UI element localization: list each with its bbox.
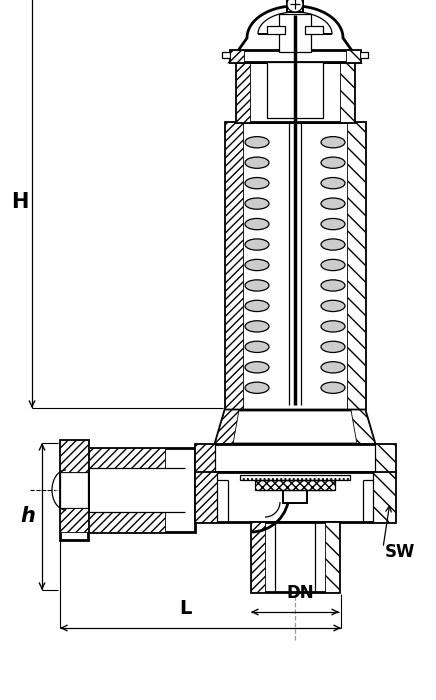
Bar bbox=[267, 26, 285, 34]
Ellipse shape bbox=[321, 321, 345, 332]
Ellipse shape bbox=[321, 280, 345, 291]
Ellipse shape bbox=[321, 341, 345, 353]
Bar bbox=[305, 26, 323, 34]
Bar bbox=[60, 440, 88, 472]
Polygon shape bbox=[258, 12, 332, 34]
Ellipse shape bbox=[245, 321, 269, 332]
Text: DN: DN bbox=[286, 584, 314, 602]
Ellipse shape bbox=[321, 218, 345, 230]
Ellipse shape bbox=[321, 362, 345, 373]
Ellipse shape bbox=[245, 382, 269, 393]
Text: h: h bbox=[20, 507, 35, 526]
Bar bbox=[287, 0, 303, 12]
Bar bbox=[325, 522, 339, 592]
Bar bbox=[225, 122, 365, 410]
Ellipse shape bbox=[245, 300, 269, 312]
Bar bbox=[240, 475, 350, 480]
Ellipse shape bbox=[321, 136, 345, 148]
Ellipse shape bbox=[245, 178, 269, 189]
Polygon shape bbox=[215, 410, 375, 444]
Ellipse shape bbox=[245, 260, 269, 271]
Bar bbox=[88, 512, 165, 532]
Bar bbox=[279, 14, 311, 52]
Bar bbox=[347, 122, 365, 410]
Bar bbox=[195, 472, 395, 522]
Circle shape bbox=[287, 0, 303, 12]
Bar bbox=[373, 472, 395, 522]
Text: L: L bbox=[179, 599, 192, 618]
Bar bbox=[267, 62, 323, 118]
Ellipse shape bbox=[245, 157, 269, 168]
Bar bbox=[255, 480, 335, 490]
Text: SW: SW bbox=[385, 543, 416, 561]
Bar bbox=[88, 448, 195, 532]
Bar bbox=[60, 472, 88, 508]
Bar bbox=[360, 52, 368, 58]
Bar bbox=[225, 122, 243, 410]
Text: H: H bbox=[11, 192, 29, 212]
Ellipse shape bbox=[321, 260, 345, 271]
Bar bbox=[60, 508, 88, 532]
Bar bbox=[195, 444, 395, 472]
Ellipse shape bbox=[321, 157, 345, 168]
Bar bbox=[251, 522, 339, 592]
Bar bbox=[230, 50, 360, 62]
Ellipse shape bbox=[245, 362, 269, 373]
Ellipse shape bbox=[245, 136, 269, 148]
Bar bbox=[283, 487, 307, 503]
Bar bbox=[222, 52, 230, 58]
Polygon shape bbox=[215, 410, 239, 444]
Bar bbox=[60, 440, 88, 540]
Ellipse shape bbox=[245, 218, 269, 230]
Bar bbox=[88, 448, 165, 468]
Ellipse shape bbox=[245, 198, 269, 209]
Polygon shape bbox=[351, 410, 375, 444]
Ellipse shape bbox=[321, 300, 345, 312]
Bar bbox=[236, 62, 354, 122]
Bar bbox=[236, 62, 250, 122]
Bar bbox=[251, 522, 265, 592]
Bar bbox=[195, 444, 215, 472]
Ellipse shape bbox=[245, 341, 269, 353]
Bar bbox=[340, 62, 354, 122]
Bar bbox=[195, 472, 217, 522]
Ellipse shape bbox=[321, 198, 345, 209]
Bar bbox=[230, 50, 244, 62]
Ellipse shape bbox=[245, 280, 269, 291]
Bar bbox=[346, 50, 360, 62]
Ellipse shape bbox=[321, 382, 345, 393]
Ellipse shape bbox=[321, 178, 345, 189]
Ellipse shape bbox=[245, 239, 269, 250]
Polygon shape bbox=[230, 6, 360, 62]
Bar bbox=[375, 444, 395, 472]
Ellipse shape bbox=[321, 239, 345, 250]
